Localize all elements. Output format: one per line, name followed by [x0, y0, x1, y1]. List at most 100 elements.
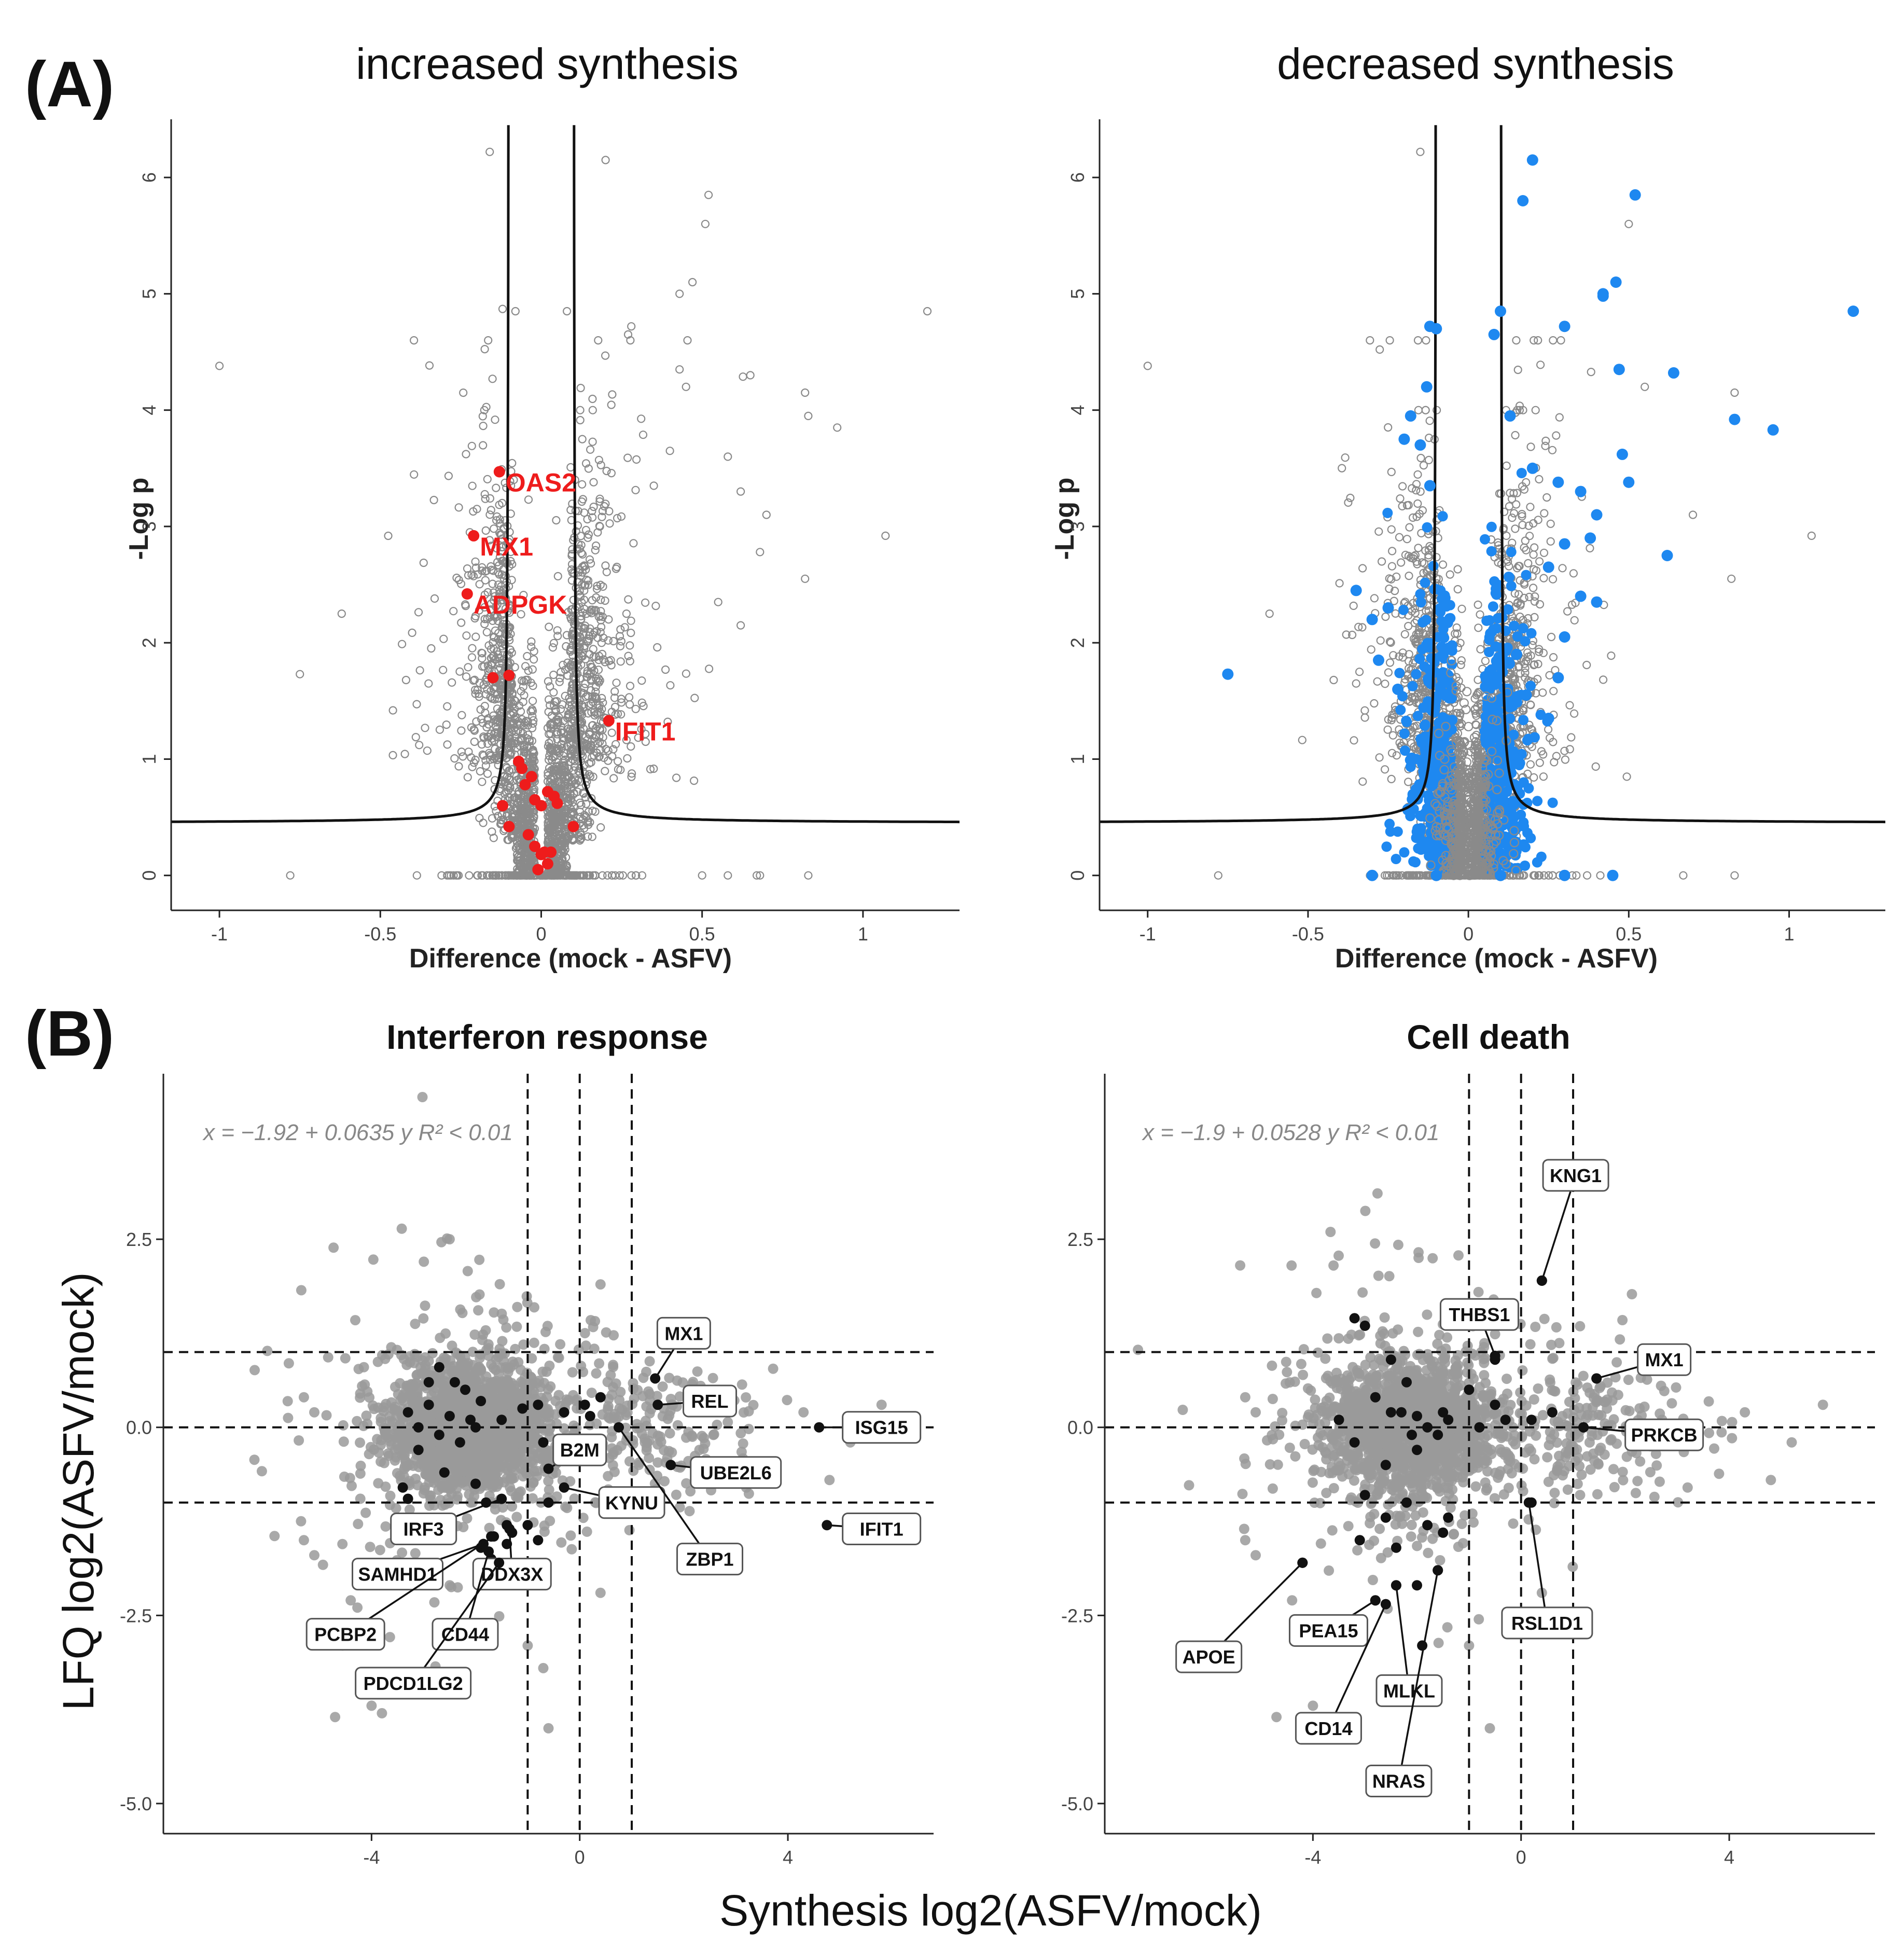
highlight-point	[468, 530, 480, 542]
data-point	[478, 412, 487, 421]
data-point	[627, 769, 636, 778]
data-point	[492, 483, 501, 492]
data-point	[549, 639, 559, 647]
data-point	[576, 383, 585, 393]
data-point	[612, 678, 621, 687]
data-point	[1542, 493, 1551, 502]
data-point	[489, 871, 498, 880]
data-point	[458, 752, 467, 761]
data-point	[1511, 431, 1520, 440]
data-point	[661, 665, 670, 674]
data-point	[561, 691, 569, 700]
data-point	[545, 739, 553, 747]
data-point	[616, 657, 625, 666]
data-point	[493, 694, 502, 703]
data-point	[1596, 871, 1605, 880]
data-point	[1298, 736, 1307, 744]
data-point	[582, 609, 591, 618]
data-point	[1607, 651, 1616, 660]
highlight-point	[493, 466, 505, 478]
equation-interferon: x = −1.92 + 0.0635 y R² < 0.01	[202, 1120, 513, 1145]
data-point	[1472, 730, 1481, 740]
data-point	[419, 558, 428, 567]
data-point	[500, 771, 509, 780]
data-point	[682, 669, 691, 678]
data-point	[546, 682, 554, 691]
data-point	[627, 322, 636, 331]
data-point	[487, 506, 495, 515]
data-point	[464, 747, 473, 756]
data-point	[577, 651, 586, 660]
data-point	[479, 819, 488, 827]
data-point	[581, 459, 591, 468]
highlight-point	[535, 800, 547, 812]
data-point	[1549, 336, 1558, 345]
title-decreased-synthesis: decreased synthesis	[1277, 39, 1674, 88]
data-point	[504, 786, 513, 795]
data-point	[1387, 562, 1396, 571]
data-point	[1521, 536, 1530, 545]
data-point	[724, 452, 732, 461]
data-point	[553, 572, 562, 581]
data-point	[746, 371, 755, 380]
data-point	[588, 437, 597, 446]
data-point	[467, 653, 477, 662]
data-point	[518, 843, 527, 852]
title-cell-death: Cell death	[1407, 1018, 1570, 1056]
data-point	[592, 593, 601, 602]
data-point	[602, 466, 611, 476]
data-point	[1538, 688, 1547, 697]
data-point	[1526, 760, 1535, 769]
data-point	[412, 700, 421, 709]
data-point	[665, 447, 674, 455]
data-point	[491, 611, 499, 620]
highlight-point	[541, 858, 553, 870]
data-point	[627, 871, 636, 880]
data-point	[493, 558, 502, 566]
data-point	[683, 336, 692, 345]
data-point	[689, 776, 699, 785]
highlight-point	[1518, 715, 1529, 726]
highlight-point	[1381, 841, 1392, 852]
data-point	[626, 641, 634, 650]
data-point	[491, 744, 499, 753]
data-point	[1358, 777, 1367, 786]
data-point	[1567, 733, 1576, 742]
data-point	[1582, 871, 1592, 880]
data-point	[555, 748, 564, 757]
data-point	[577, 800, 586, 810]
data-point	[588, 406, 597, 414]
data-point	[563, 671, 572, 680]
data-point	[1622, 772, 1631, 781]
data-point	[1730, 388, 1739, 397]
data-point	[576, 592, 585, 601]
data-point	[571, 694, 579, 702]
data-point	[567, 719, 576, 728]
data-point	[435, 725, 444, 734]
data-point	[527, 637, 536, 646]
data-point	[516, 795, 525, 804]
data-point	[614, 757, 622, 766]
data-point	[489, 651, 498, 660]
data-point	[1512, 336, 1521, 345]
data-point	[804, 411, 813, 421]
data-point	[480, 490, 489, 498]
data-point	[1414, 544, 1423, 552]
highlight-point	[487, 672, 499, 684]
data-point	[1549, 687, 1558, 696]
title-interferon-response: Interferon response	[386, 1018, 708, 1056]
data-point	[215, 362, 224, 370]
data-point	[492, 807, 501, 815]
data-point	[545, 729, 553, 739]
data-point	[600, 753, 608, 762]
data-point	[559, 660, 567, 669]
data-point	[427, 644, 436, 653]
data-point	[457, 618, 466, 627]
y-tick-label: 5	[138, 288, 160, 299]
data-point	[639, 701, 648, 711]
plot-area	[171, 125, 960, 880]
data-point	[556, 705, 565, 714]
highlight-point	[1395, 704, 1406, 715]
data-point	[833, 423, 842, 432]
